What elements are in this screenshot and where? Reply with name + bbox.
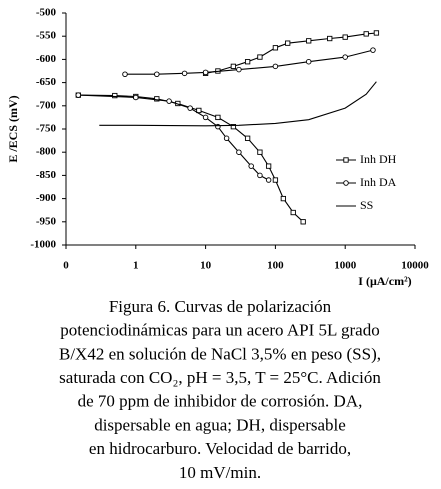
marker bbox=[272, 45, 279, 51]
marker bbox=[223, 135, 230, 142]
series-line bbox=[78, 49, 374, 181]
series-line bbox=[78, 32, 377, 223]
caption-line: Figura 6. Curvas de polarización bbox=[109, 297, 332, 316]
marker bbox=[300, 219, 306, 225]
y-tick-label: -900 bbox=[36, 192, 57, 204]
marker bbox=[154, 96, 160, 102]
marker bbox=[75, 92, 82, 98]
marker bbox=[363, 31, 369, 37]
marker bbox=[342, 54, 348, 60]
marker bbox=[202, 69, 209, 76]
caption-line: dispersable en agua; DH, dispersable bbox=[94, 415, 346, 434]
marker bbox=[257, 172, 263, 179]
marker bbox=[373, 30, 380, 36]
caption-line: 10 mV/min. bbox=[179, 463, 261, 482]
x-tick-label: 1000 bbox=[334, 260, 357, 272]
caption-line: de 70 ppm de inhibidor de corrosión. DA, bbox=[78, 392, 363, 411]
y-axis-label: E /ECS (mV) bbox=[6, 95, 20, 162]
marker bbox=[257, 54, 263, 60]
marker bbox=[202, 114, 209, 121]
legend-marker bbox=[343, 157, 349, 163]
y-tick-label: -950 bbox=[36, 215, 57, 227]
marker bbox=[122, 71, 128, 77]
caption-line: potenciodinámicas para un acero API 5L g… bbox=[60, 321, 379, 340]
caption-line: en hidrocarburo. Velocidad de barrido, bbox=[89, 439, 351, 458]
y-tick-label: -750 bbox=[36, 123, 57, 135]
y-tick-label: -650 bbox=[36, 76, 57, 88]
marker bbox=[257, 149, 263, 155]
y-tick-label: -500 bbox=[36, 7, 57, 19]
marker bbox=[370, 47, 376, 53]
legend-marker bbox=[343, 180, 349, 186]
marker bbox=[166, 98, 172, 104]
marker bbox=[244, 59, 251, 65]
marker bbox=[248, 163, 254, 169]
y-tick-label: -800 bbox=[36, 146, 57, 158]
marker bbox=[342, 34, 348, 40]
marker bbox=[280, 195, 287, 202]
marker bbox=[181, 70, 188, 77]
marker bbox=[230, 63, 237, 70]
marker bbox=[230, 124, 237, 130]
x-tick-label: 0 bbox=[63, 260, 69, 272]
marker bbox=[196, 107, 202, 114]
marker bbox=[305, 58, 312, 65]
y-tick-label: -550 bbox=[36, 30, 57, 42]
caption-line: saturada con CO₂, pH = 3,5, T = 25°C. Ad… bbox=[59, 368, 381, 387]
x-tick-label: 100 bbox=[267, 260, 284, 272]
marker bbox=[306, 38, 312, 44]
marker bbox=[112, 92, 118, 99]
marker bbox=[236, 66, 242, 73]
marker bbox=[133, 94, 139, 101]
marker bbox=[265, 177, 272, 183]
marker bbox=[236, 149, 242, 155]
marker bbox=[272, 63, 279, 70]
legend-label: Inh DA bbox=[360, 175, 397, 189]
marker bbox=[215, 114, 221, 121]
x-tick-label: 1 bbox=[133, 260, 139, 272]
x-axis-label: I (μA/cm²) bbox=[358, 274, 411, 288]
x-tick-label: 10000 bbox=[401, 260, 429, 272]
marker bbox=[327, 35, 333, 42]
marker bbox=[244, 135, 251, 141]
y-tick-label: -1000 bbox=[30, 239, 56, 251]
marker bbox=[154, 71, 160, 77]
y-tick-label: -700 bbox=[36, 99, 57, 111]
x-tick-label: 10 bbox=[200, 260, 212, 272]
legend-label: Inh DH bbox=[360, 152, 397, 166]
series-line bbox=[99, 81, 377, 127]
marker bbox=[285, 40, 291, 46]
legend-label: SS bbox=[360, 198, 373, 212]
marker bbox=[265, 163, 272, 169]
y-tick-label: -600 bbox=[36, 53, 57, 65]
marker bbox=[290, 209, 296, 216]
caption-line: B/X42 en solución de NaCl 3,5% en peso (… bbox=[59, 344, 381, 363]
marker bbox=[187, 105, 193, 111]
y-tick-label: -850 bbox=[36, 169, 57, 181]
marker bbox=[272, 177, 279, 183]
